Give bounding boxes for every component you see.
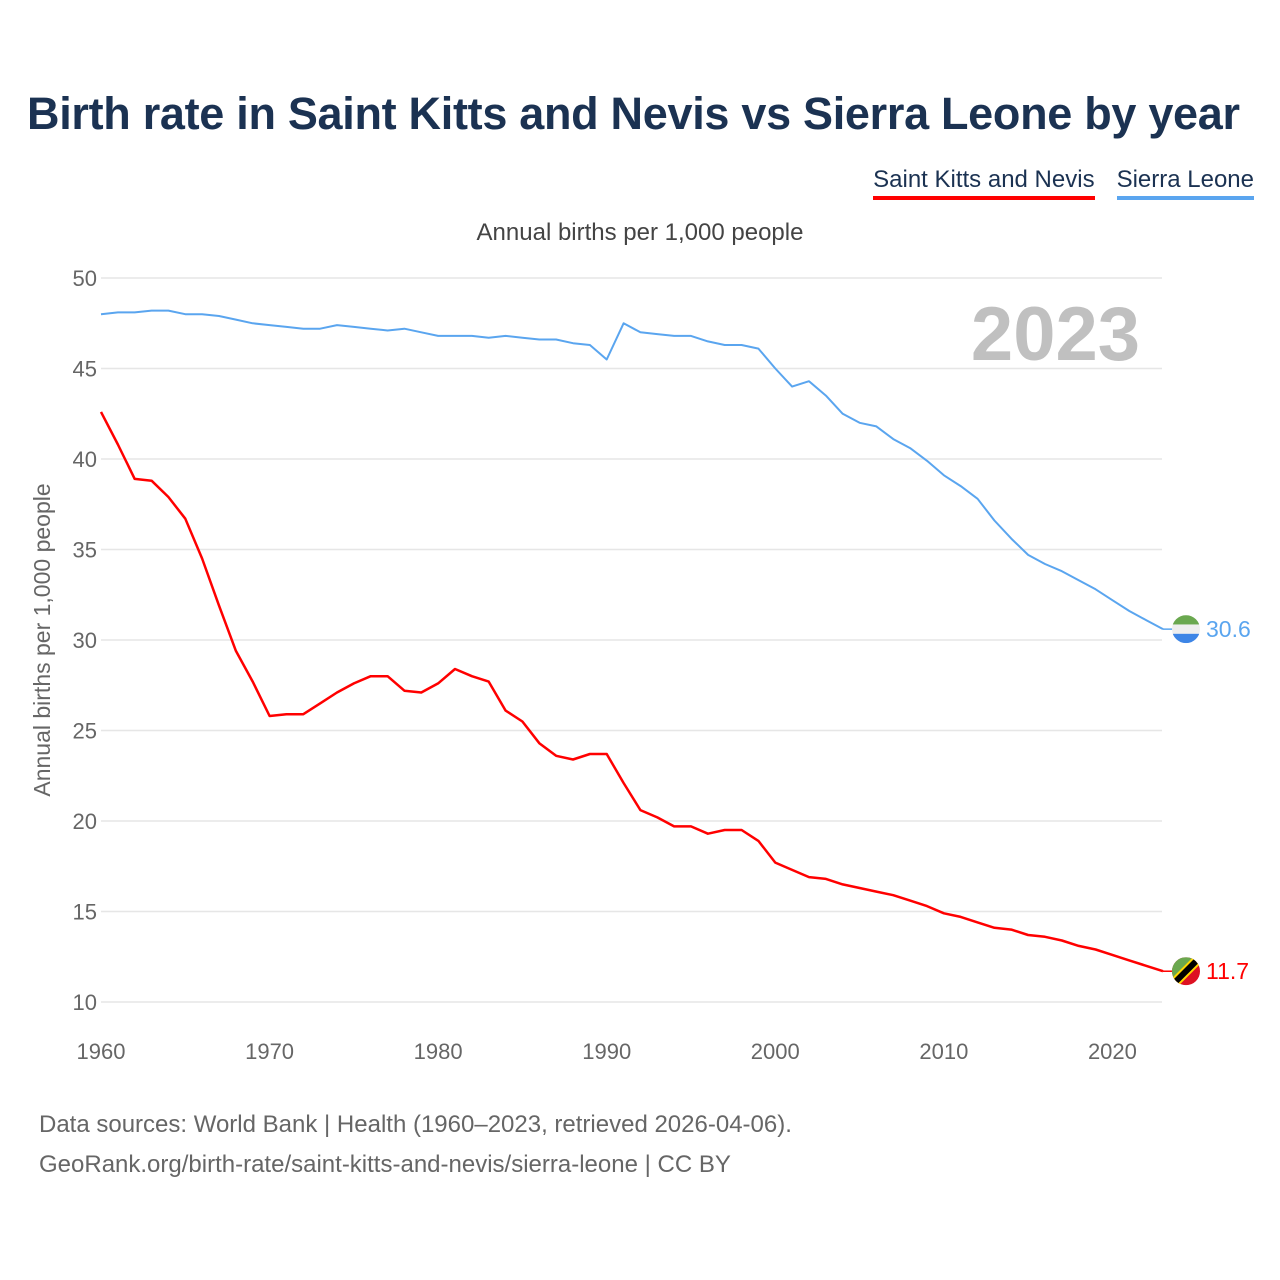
legend: Saint Kitts and Nevis Sierra Leone — [873, 166, 1254, 200]
x-tick-label: 2000 — [751, 1039, 800, 1064]
year-watermark: 2023 — [971, 292, 1140, 377]
y-tick-label: 20 — [73, 809, 97, 834]
x-tick-label: 2020 — [1088, 1039, 1137, 1064]
x-tick-label: 2010 — [919, 1039, 968, 1064]
y-tick-label: 10 — [73, 990, 97, 1015]
end-value-label: 30.6 — [1206, 616, 1251, 642]
y-tick-label: 35 — [73, 538, 97, 563]
legend-item-saint-kitts-and-nevis[interactable]: Saint Kitts and Nevis — [873, 166, 1095, 200]
y-tick-label: 25 — [73, 719, 97, 744]
series-line-saint-kitts-and-nevis — [99, 411, 1164, 973]
end-value-label: 11.7 — [1206, 958, 1249, 984]
series-line-sierra-leone — [100, 309, 1164, 630]
saint-kitts-and-nevis-flag-icon — [1172, 957, 1200, 986]
attribution-link[interactable]: GeoRank.org/birth-rate/saint-kitts-and-n… — [39, 1151, 731, 1178]
sierra-leone-flag-icon — [1172, 615, 1200, 644]
x-tick-label: 1990 — [582, 1039, 631, 1064]
y-axis-label: Annual births per 1,000 people — [29, 483, 55, 796]
y-tick-label: 50 — [73, 266, 97, 291]
chart-title: Birth rate in Saint Kitts and Nevis vs S… — [27, 88, 1240, 139]
legend-item-sierra-leone[interactable]: Sierra Leone — [1116, 166, 1254, 200]
x-tick-label: 1960 — [77, 1039, 126, 1064]
chart-subtitle: Annual births per 1,000 people — [477, 219, 804, 246]
y-tick-label: 30 — [73, 628, 97, 653]
data-source-text: Data sources: World Bank | Health (1960–… — [39, 1111, 792, 1138]
y-tick-label: 45 — [73, 357, 97, 382]
x-tick-label: 1980 — [414, 1039, 463, 1064]
y-tick-label: 40 — [73, 447, 97, 472]
footer: Data sources: World Bank | Health (1960–… — [39, 1105, 792, 1185]
x-tick-label: 1970 — [245, 1039, 294, 1064]
y-tick-label: 15 — [73, 900, 97, 925]
